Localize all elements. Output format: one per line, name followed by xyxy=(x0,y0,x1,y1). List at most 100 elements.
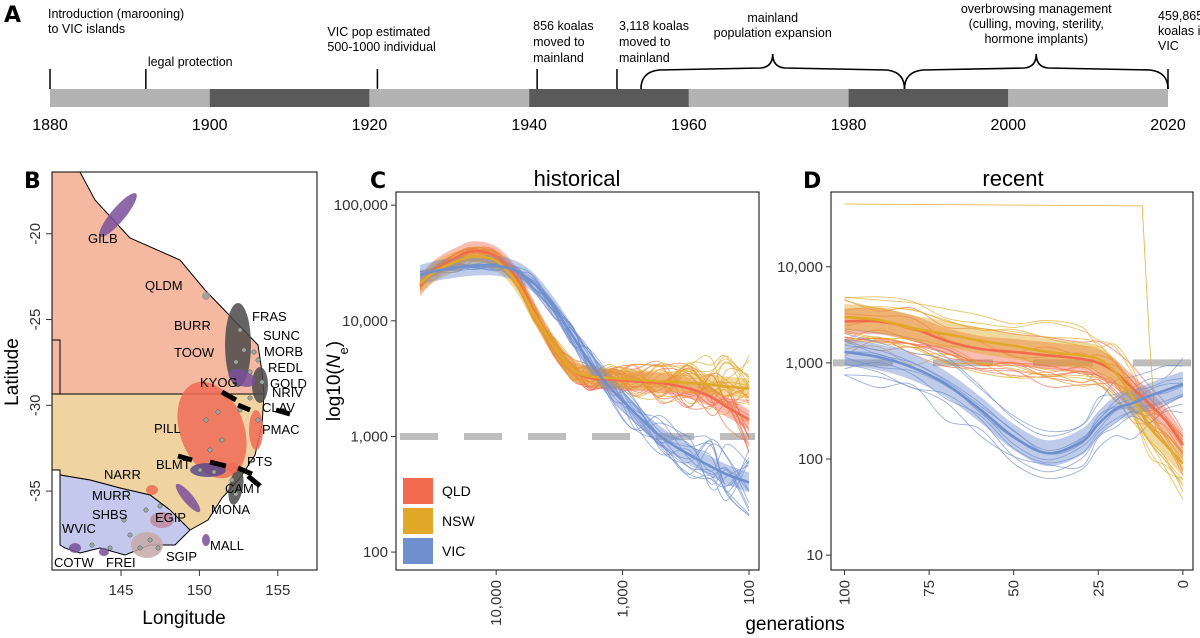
panel-d-y-ticks: 10 100 1,000 10,000 xyxy=(777,259,831,564)
y-tick-label: 10,000 xyxy=(777,259,823,276)
sample-point xyxy=(155,545,161,551)
y-tick-label: 1,000 xyxy=(785,355,823,372)
panel-c-series xyxy=(419,249,750,484)
sample-point xyxy=(215,409,221,415)
sample-point xyxy=(255,417,261,423)
y-tick-label: 100,000 xyxy=(334,197,388,214)
panel-c-letter: C xyxy=(370,169,386,194)
sample-point xyxy=(255,357,261,363)
site-label-burr: BURR xyxy=(174,318,211,333)
brace-label: mainland xyxy=(747,11,798,25)
site-label-cotw: COTW xyxy=(54,555,94,570)
sample-point xyxy=(89,542,95,548)
timeline-year-label: 1900 xyxy=(192,117,228,134)
replicate-line xyxy=(844,306,1184,455)
timeline-segment xyxy=(369,89,530,107)
site-ellipse xyxy=(69,543,81,553)
site-ellipse xyxy=(175,483,201,513)
event-label: mainland xyxy=(533,51,584,65)
replicate-line xyxy=(844,362,1184,464)
timeline-segment xyxy=(529,89,689,107)
map-y-title: Latitude xyxy=(2,338,23,406)
panel-c-chart: C historical 100 1,000 10,000 100,000 10,00… xyxy=(324,166,760,626)
panel-c-title: historical xyxy=(534,166,621,191)
site-label-mall: MALL xyxy=(210,538,244,553)
map-x-tick-label: 145 xyxy=(108,582,133,599)
brace-label: (culling, moving, sterility, xyxy=(969,17,1104,31)
sample-point xyxy=(121,517,127,523)
replicate-line xyxy=(844,328,1183,437)
sample-point xyxy=(247,369,253,375)
site-ellipse xyxy=(249,410,263,450)
replicate-line xyxy=(844,356,1184,461)
brace-label: overbrowsing management xyxy=(961,2,1112,16)
ci-band xyxy=(844,307,1183,458)
barrier-dash xyxy=(246,474,262,488)
panel-c-frame xyxy=(395,191,760,571)
map-x-tick-label: 150 xyxy=(187,582,212,599)
site-label-morb: MORB xyxy=(264,344,303,359)
sample-point xyxy=(211,469,217,475)
panel-b-letter: B xyxy=(24,169,41,194)
site-ellipse xyxy=(99,193,137,237)
legend-swatch-nsw xyxy=(403,508,433,534)
replicate-line xyxy=(844,340,1183,451)
site-ellipses xyxy=(69,193,268,558)
sample-point xyxy=(137,545,143,551)
ci-band xyxy=(844,338,1183,467)
replicate-line xyxy=(419,255,750,406)
event-label: to VIC islands xyxy=(48,22,125,36)
series-line-vic xyxy=(844,350,1184,455)
timeline-year-label: 1920 xyxy=(352,117,388,134)
replicate-line xyxy=(844,331,1184,479)
barrier-dash xyxy=(237,465,253,477)
sample-point xyxy=(107,545,113,551)
sample-point xyxy=(233,491,239,497)
event-label: koalas in xyxy=(1158,24,1200,38)
site-ellipse xyxy=(227,463,239,473)
event-label: mainland xyxy=(619,51,670,65)
sample-point xyxy=(251,349,257,355)
site-label-wvic: WVIC xyxy=(62,521,96,536)
map-y-tick-label: -20 xyxy=(27,223,44,245)
series-line-nsw xyxy=(419,255,750,390)
event-label: moved to xyxy=(619,35,670,49)
timeline-brace xyxy=(640,53,906,90)
site-label-pill: PILL xyxy=(154,421,181,436)
sample-point xyxy=(157,503,163,509)
panel-c-y-ticks: 100 1,000 10,000 100,000 xyxy=(334,197,396,561)
map-x-ticks: 145 150 155 xyxy=(108,570,290,599)
ci-band xyxy=(420,255,749,493)
site-ellipse xyxy=(202,534,210,546)
replicate-line xyxy=(844,296,1184,438)
replicate-line xyxy=(844,299,1184,431)
site-label-fras: FRAS xyxy=(252,309,287,324)
series-line-nsw xyxy=(844,315,1184,465)
replicate-line xyxy=(844,336,1184,470)
site-ellipse xyxy=(146,485,158,495)
event-label: moved to xyxy=(533,35,584,49)
map-y-ticks: -20 -25 -30 -35 xyxy=(27,223,52,502)
sample-point xyxy=(237,327,243,333)
site-label-egip: EGIP xyxy=(155,510,186,525)
timeline-bar xyxy=(50,89,1168,107)
sample-point xyxy=(241,347,247,353)
x-tick-label: 25 xyxy=(1090,580,1107,597)
site-label-mona: MONA xyxy=(211,502,250,517)
timeline-events: Introduction (marooning)to VIC islands le… xyxy=(48,7,1200,89)
site-label-kyog: KYOG xyxy=(200,375,238,390)
panel-d-frame xyxy=(830,191,1194,571)
timeline-segment xyxy=(209,89,370,107)
event-label: 500-1000 individual xyxy=(327,40,435,54)
sample-point xyxy=(127,532,133,538)
timeline-brace xyxy=(903,53,1169,90)
panel-c-bands xyxy=(420,241,749,493)
panel-c-y-title: log10(Ne) xyxy=(324,341,351,421)
replicate-line xyxy=(419,248,750,440)
panel-c-x-ticks: 10,000 1,000 100 xyxy=(488,570,758,626)
site-label-blmt: BLMT xyxy=(156,457,191,472)
legend-label-qld: QLD xyxy=(442,483,471,499)
site-label-murr: MURR xyxy=(92,488,131,503)
